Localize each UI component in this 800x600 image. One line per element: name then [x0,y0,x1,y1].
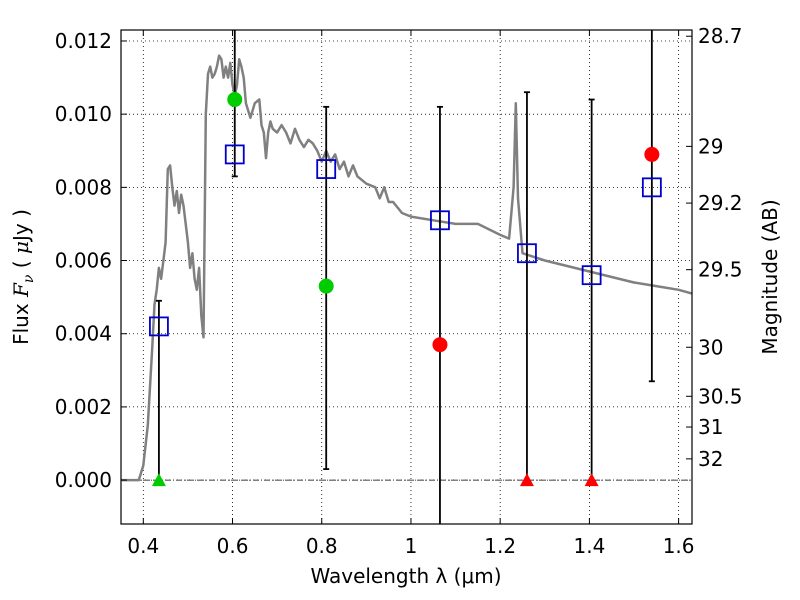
spectrum-line [121,54,692,482]
y2-tick-label: 31 [698,415,723,439]
y-tick-label: 0.010 [55,102,112,126]
y-tick-label: 0.008 [55,175,112,199]
axis-ticks [121,30,692,524]
y2-tick-label: 32 [698,447,723,471]
x-tick-label: 1.6 [663,534,695,558]
data-markers [149,92,662,487]
square-point [430,210,450,231]
y2-axis-label: Magnitude (AB) [758,199,782,354]
model-spectrum [121,54,692,482]
y2-tick-label: 29 [698,134,723,158]
square-point [641,177,662,198]
y-axis-label: Flux Fν ( μJy ) [9,209,37,345]
x-tick-label: 1.2 [484,534,516,558]
square-point [149,316,169,337]
x-tick-label: 0.8 [306,534,338,558]
tick-labels: 0.4 0.6 0.8 1 1.2 1.4 1.6 0.000 0.002 0.004 0.006 0… [55,24,743,558]
x-tick-label: 1 [405,534,418,558]
y2-tick-label: 29.2 [698,191,743,215]
plot-frame [120,29,693,525]
x-tick-label: 0.6 [217,534,249,558]
x-axis-label: Wavelength λ (μm) [310,564,501,588]
y2-tick-label: 29.5 [698,258,743,282]
y-tick-label: 0.004 [55,322,112,346]
circle-point [227,92,243,108]
x-tick-label: 0.4 [127,534,159,558]
y-tick-label: 0.006 [55,249,112,273]
square-point [581,265,602,286]
triangle-point [584,473,599,487]
circle-point [318,278,334,294]
triangle-point [519,473,534,487]
circle-point [644,146,660,162]
triangle-point [151,473,166,487]
square-point [224,144,245,165]
y-tick-label: 0.012 [55,29,112,53]
y2-tick-label: 28.7 [698,24,743,48]
circle-point [432,337,448,353]
x-tick-label: 1.4 [573,534,605,558]
y-tick-label: 0.002 [55,395,112,419]
square-point [517,243,537,264]
y2-tick-label: 30.5 [698,384,743,408]
square-point [316,159,337,179]
y-tick-label: 0.000 [55,468,112,492]
y2-tick-label: 30 [698,335,723,359]
